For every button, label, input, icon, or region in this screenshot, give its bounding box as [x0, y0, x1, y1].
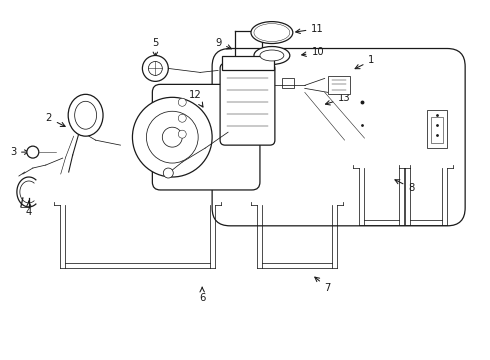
- Bar: [255, 75, 273, 88]
- Text: 5: 5: [152, 37, 159, 57]
- Circle shape: [178, 114, 186, 122]
- Circle shape: [147, 111, 198, 163]
- Text: 12: 12: [189, 90, 203, 107]
- Text: 8: 8: [395, 180, 415, 193]
- Circle shape: [163, 168, 173, 178]
- Text: 9: 9: [215, 37, 231, 49]
- Ellipse shape: [68, 94, 103, 136]
- Text: 13: 13: [325, 93, 351, 105]
- Ellipse shape: [260, 50, 284, 61]
- Circle shape: [132, 97, 212, 177]
- Circle shape: [148, 62, 162, 75]
- Text: 11: 11: [296, 24, 324, 33]
- Bar: [328, 76, 349, 94]
- Ellipse shape: [74, 101, 97, 129]
- Text: 4: 4: [25, 201, 32, 217]
- Bar: [282, 78, 294, 88]
- Bar: [222, 57, 274, 71]
- Circle shape: [27, 146, 39, 158]
- FancyBboxPatch shape: [152, 84, 260, 190]
- Text: 1: 1: [355, 55, 375, 69]
- Text: 7: 7: [315, 277, 331, 293]
- Circle shape: [178, 130, 186, 138]
- Ellipse shape: [251, 22, 293, 44]
- Ellipse shape: [254, 46, 290, 64]
- Text: 2: 2: [46, 113, 65, 126]
- FancyBboxPatch shape: [220, 63, 275, 145]
- Circle shape: [178, 98, 186, 106]
- FancyBboxPatch shape: [212, 49, 465, 226]
- Text: 10: 10: [302, 48, 324, 58]
- Bar: [431, 117, 443, 143]
- Ellipse shape: [257, 26, 287, 40]
- Ellipse shape: [254, 24, 290, 41]
- Text: 3: 3: [10, 147, 29, 157]
- Text: 6: 6: [199, 287, 205, 302]
- Circle shape: [162, 127, 182, 147]
- Bar: [427, 110, 447, 148]
- Circle shape: [143, 55, 168, 81]
